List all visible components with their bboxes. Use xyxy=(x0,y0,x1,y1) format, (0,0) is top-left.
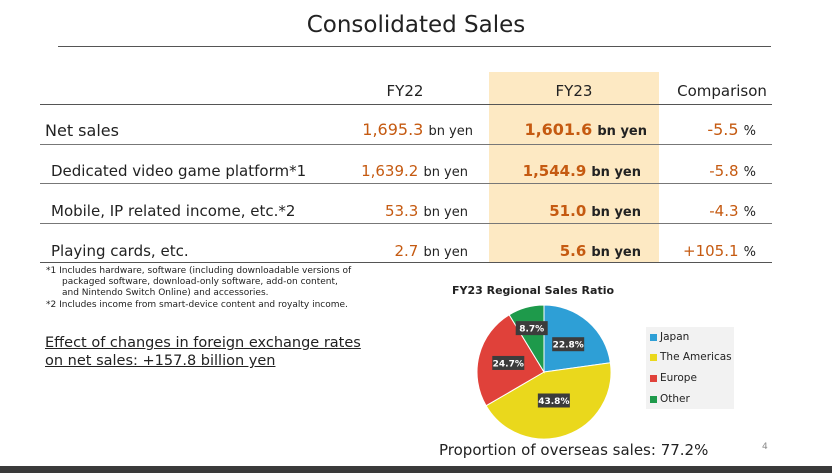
bottom-bar xyxy=(0,466,832,473)
pie-data-label-bg xyxy=(515,321,548,336)
title-divider xyxy=(58,46,771,47)
page-number: 4 xyxy=(762,442,768,452)
pie-data-label: 43.8% xyxy=(537,393,570,408)
pie-data-label-bg xyxy=(492,355,525,370)
row-divider xyxy=(40,223,772,224)
page-title: Consolidated Sales xyxy=(306,12,526,38)
dedicated-platform-comparison: -5.8 % xyxy=(709,162,756,180)
overseas-sales-proportion: Proportion of overseas sales: 77.2% xyxy=(439,441,709,459)
legend-swatch xyxy=(650,353,657,361)
row-label-playing-cards: Playing cards, etc. xyxy=(51,242,189,260)
footnote-2: *2 Includes income from smart-device con… xyxy=(46,300,348,310)
dedicated-platform-fy22: 1,639.2 bn yen xyxy=(361,162,468,180)
row-label-dedicated-platform: Dedicated video game platform*1 xyxy=(51,162,307,180)
fx-effect-note: Effect of changes in foreign exchange ra… xyxy=(45,334,361,370)
row-label-mobile-ip: Mobile, IP related income, etc.*2 xyxy=(51,202,296,220)
chart-title: FY23 Regional Sales Ratio xyxy=(452,284,615,297)
legend-swatch xyxy=(650,333,657,341)
footnote-1-line-2: packaged software, download-only softwar… xyxy=(62,277,338,287)
legend-item-americas: The Americas xyxy=(650,351,732,363)
legend-swatch xyxy=(650,395,657,403)
net-sales-comparison: -5.5 % xyxy=(707,120,756,139)
mobile-ip-fy22: 53.3 bn yen xyxy=(384,202,468,220)
fx-effect-line-2: on net sales: +157.8 billion yen xyxy=(45,353,276,369)
pie-data-label-bg xyxy=(537,393,570,408)
header-comparison: Comparison xyxy=(677,82,767,100)
mobile-ip-comparison: -4.3 % xyxy=(709,202,756,220)
pie-data-label-bg xyxy=(552,337,585,352)
table-bottom-rule xyxy=(40,262,772,263)
net-sales-fy22: 1,695.3 bn yen xyxy=(362,120,473,139)
table-header-rule xyxy=(40,104,772,105)
legend-item-japan: Japan xyxy=(650,331,689,343)
header-fy22: FY22 xyxy=(386,82,424,100)
footnote-1-line-1: *1 Includes hardware, software (includin… xyxy=(46,266,352,276)
row-label-net-sales: Net sales xyxy=(45,121,119,140)
mobile-ip-fy23: 51.0 bn yen xyxy=(549,202,641,220)
playing-cards-fy23: 5.6 bn yen xyxy=(559,242,641,260)
pie-data-label-text: 22.8% xyxy=(553,341,584,351)
dedicated-platform-fy23: 1,544.9 bn yen xyxy=(522,162,641,180)
regional-sales-pie-chart: 22.8% 43.8% 24.7% 8.7% xyxy=(476,304,612,440)
playing-cards-fy22: 2.7 bn yen xyxy=(394,242,468,260)
fx-effect-line-1: Effect of changes in foreign exchange ra… xyxy=(45,335,361,351)
legend-item-other: Other xyxy=(650,393,690,405)
row-divider xyxy=(40,144,772,145)
footnote-1-line-3: and Nintendo Switch Online) and accessor… xyxy=(62,288,269,298)
pie-data-label-text: 43.8% xyxy=(538,397,569,407)
pie-data-label: 24.7% xyxy=(492,355,525,370)
legend-swatch xyxy=(650,374,657,382)
chart-legend: Japan The Americas Europe Other xyxy=(646,327,734,409)
pie-data-label: 22.8% xyxy=(552,337,585,352)
playing-cards-comparison: +105.1 % xyxy=(683,242,756,260)
header-fy23: FY23 xyxy=(555,82,593,100)
pie-data-label-text: 8.7% xyxy=(519,325,544,335)
legend-item-europe: Europe xyxy=(650,372,697,384)
net-sales-fy23: 1,601.6 bn yen xyxy=(524,120,647,139)
pie-data-label-text: 24.7% xyxy=(493,359,524,369)
fy23-column-highlight xyxy=(489,72,659,263)
pie-data-label: 8.7% xyxy=(515,321,548,336)
row-divider xyxy=(40,183,772,184)
